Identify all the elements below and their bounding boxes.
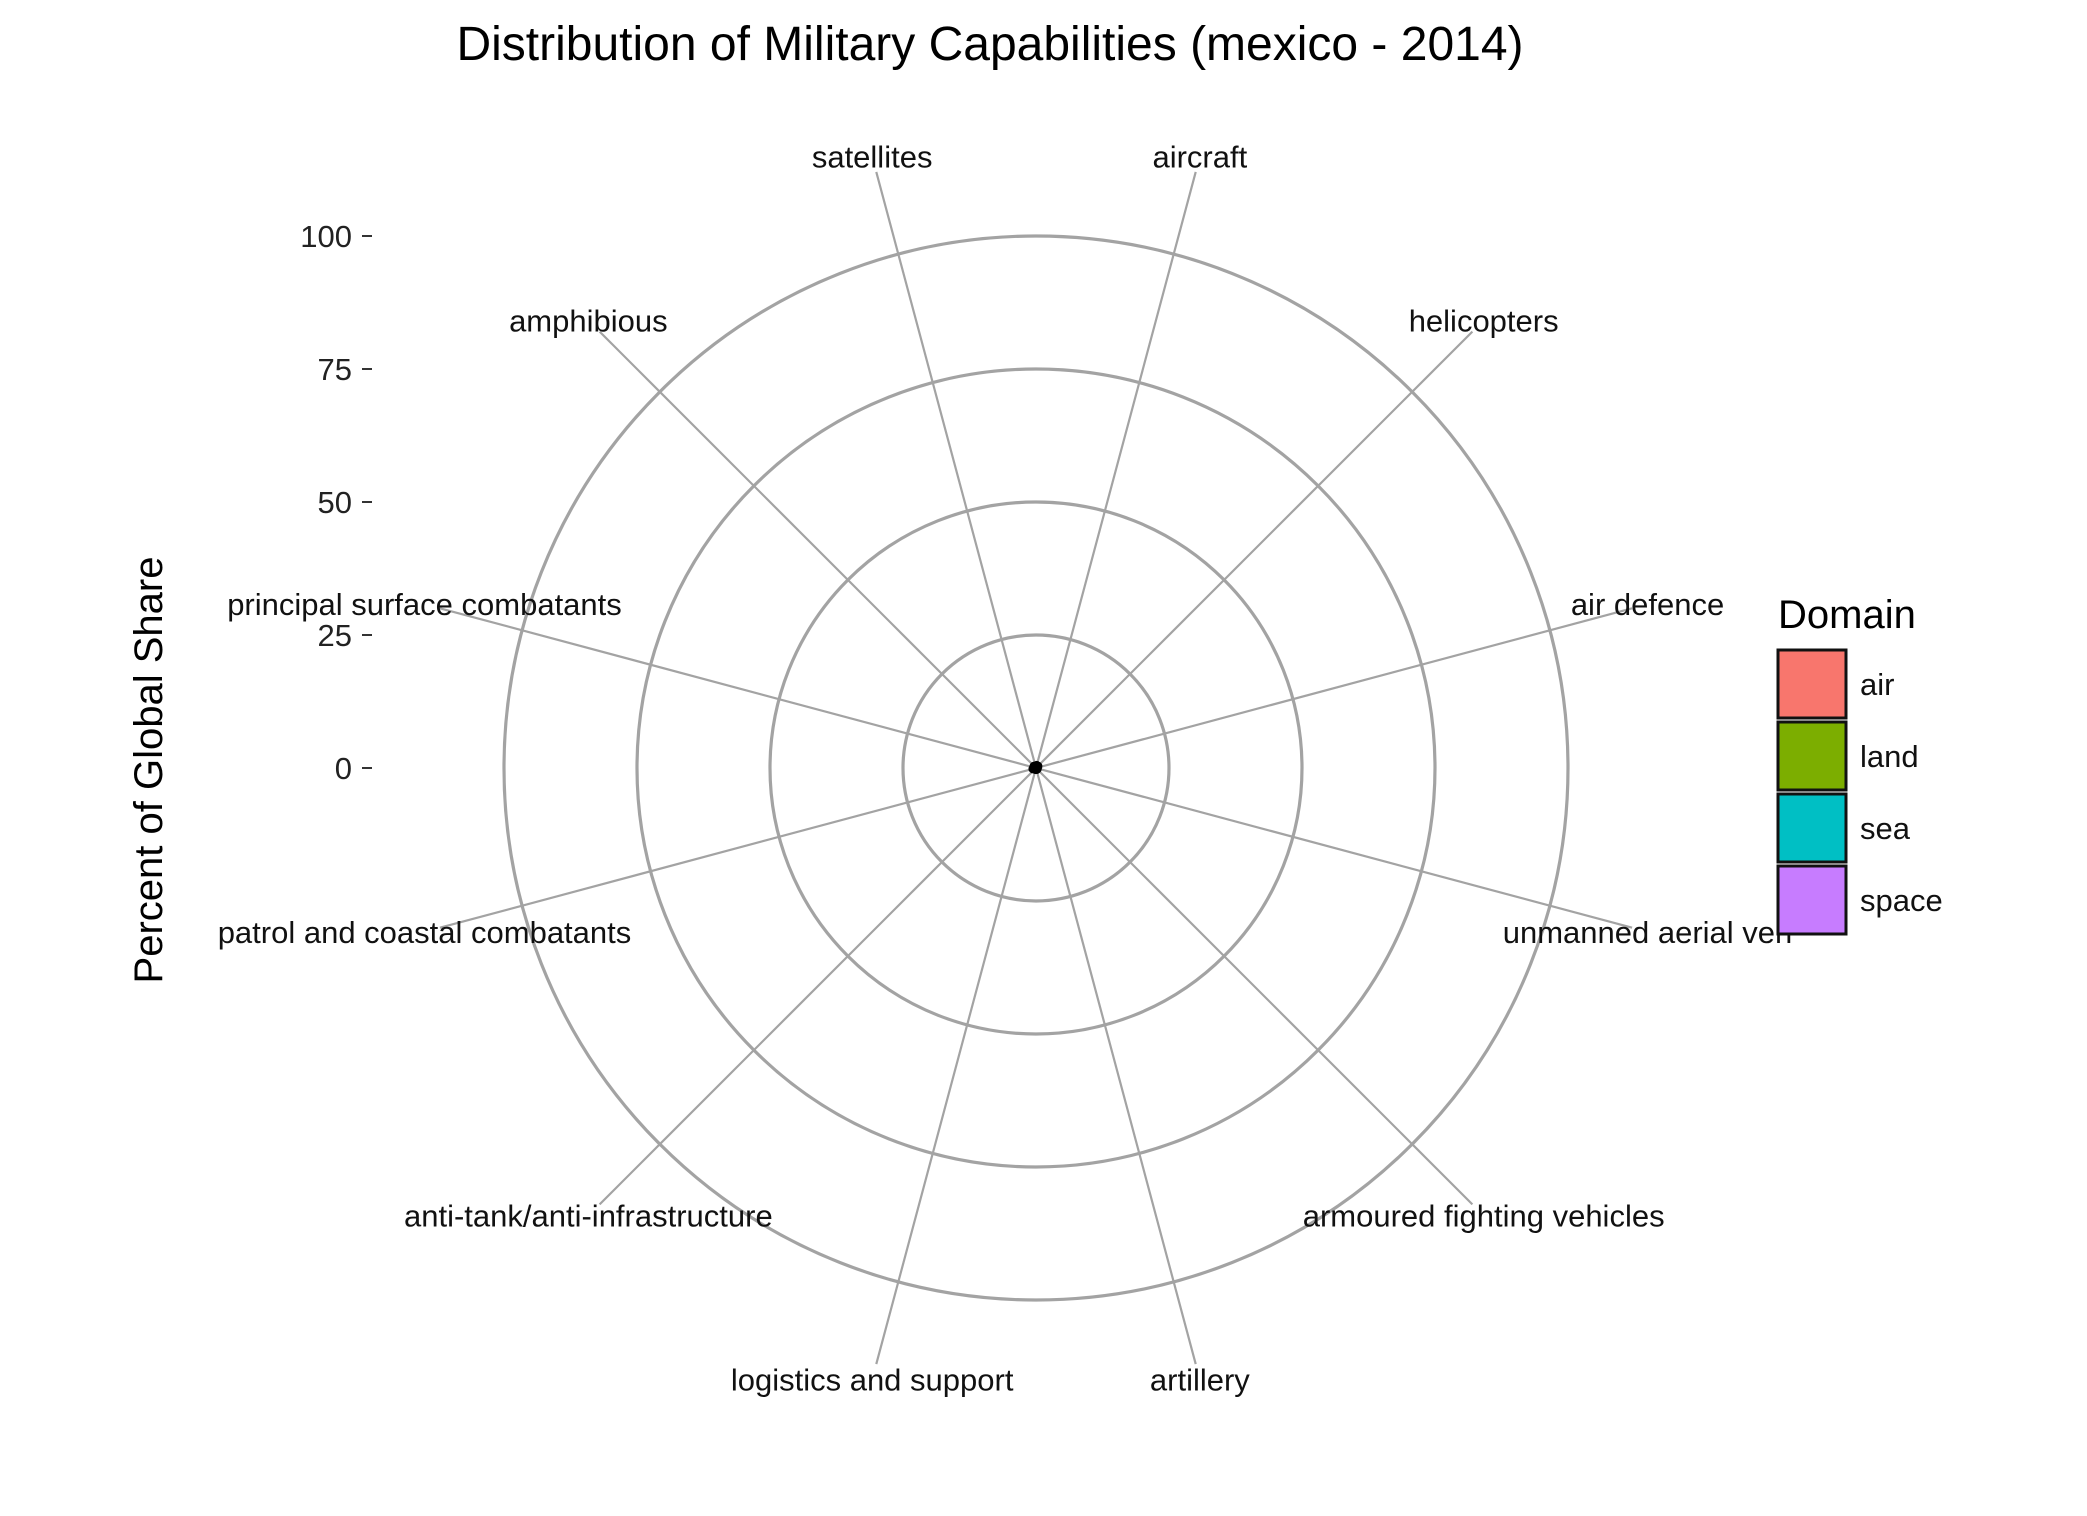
legend-swatch-land [1776, 720, 1848, 792]
category-label: artillery [1150, 1363, 1250, 1398]
grid-circle-100 [502, 234, 1570, 1302]
legend-title: Domain [1778, 593, 1916, 637]
legend-swatch-sea [1776, 792, 1848, 864]
grid-circle-25 [901, 633, 1171, 903]
category-label: patrol and coastal combatants [218, 915, 632, 950]
spoke-line [875, 171, 1038, 769]
category-label: air defence [1571, 587, 1724, 622]
legend-label-sea: sea [1860, 811, 1911, 846]
spoke-line [1034, 767, 1197, 1365]
category-label: principal surface combatants [227, 587, 622, 622]
category-label: aircraft [1152, 139, 1247, 174]
category-label: satellites [812, 139, 933, 174]
y-tick-label: 0 [335, 751, 352, 786]
legend-label-land: land [1860, 739, 1919, 774]
category-label: helicopters [1409, 303, 1559, 338]
y-tick-label: 75 [318, 352, 352, 387]
spoke-line [439, 766, 1037, 929]
spoke-line [1035, 607, 1633, 770]
spoke-line [1035, 767, 1474, 1206]
y-axis-label: Percent of Global Share [127, 557, 171, 984]
spoke-layer [439, 171, 1633, 1365]
y-tick-label: 50 [318, 485, 352, 520]
legend-swatch-space [1776, 864, 1848, 936]
category-labels: satellites aircraft helicopters air defence… [218, 139, 1793, 1397]
spoke-line [1034, 171, 1197, 769]
y-tick-label: 100 [300, 219, 352, 254]
category-label: amphibious [509, 303, 668, 338]
y-axis-ticks: 0 25 50 75 100 [300, 219, 372, 786]
legend-label-air: air [1860, 667, 1894, 702]
legend: Domain air land sea space [1776, 593, 1943, 936]
spoke-line [1035, 766, 1633, 929]
spoke-line [598, 767, 1037, 1206]
spoke-line [875, 767, 1038, 1365]
spoke-line [1035, 330, 1474, 769]
grid-circle-50 [768, 500, 1304, 1036]
category-label: unmanned aerial veh [1503, 915, 1793, 950]
grid-layer [502, 234, 1570, 1302]
legend-label-space: space [1860, 883, 1943, 918]
y-tick-label: 25 [318, 618, 352, 653]
spoke-line [439, 607, 1037, 770]
category-label: logistics and support [731, 1363, 1014, 1398]
data-layer [1028, 760, 1043, 775]
legend-swatch-air [1776, 648, 1848, 720]
chart-title: Distribution of Military Capabilities (m… [456, 18, 1523, 71]
spoke-line [598, 330, 1037, 769]
grid-circle-75 [635, 367, 1437, 1169]
data-point [1029, 761, 1039, 771]
category-label: armoured fighting vehicles [1303, 1199, 1665, 1234]
category-label: anti-tank/anti-infrastructure [404, 1199, 773, 1234]
